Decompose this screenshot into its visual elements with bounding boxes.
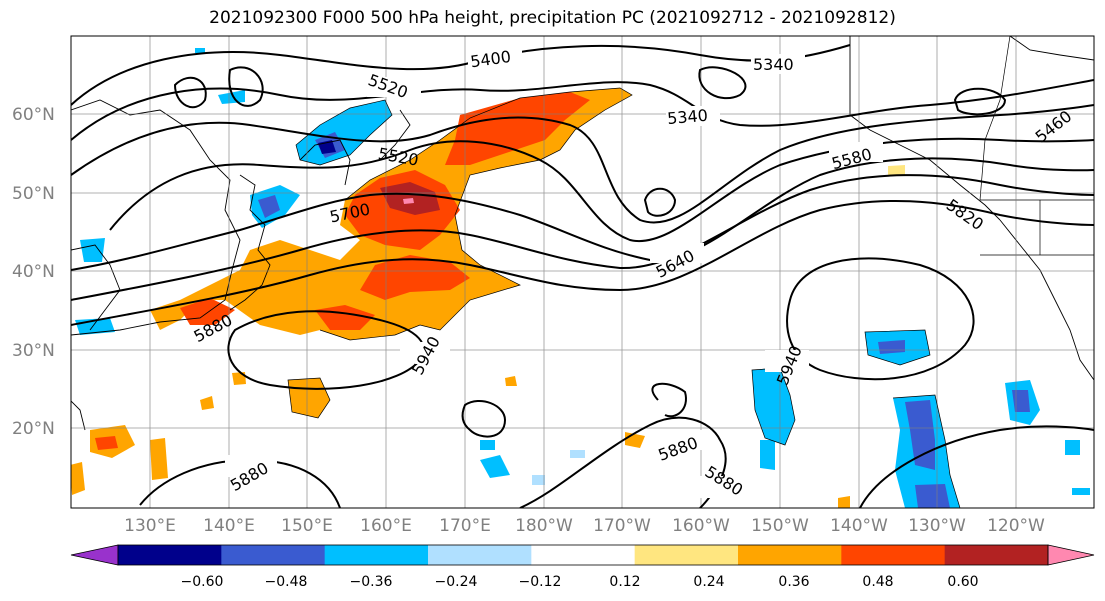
colorbar-tick-label: 0.60 — [947, 574, 978, 590]
colorbar-tick-label: 0.12 — [609, 574, 640, 590]
longitude-labels: 130°E 140°E 150°E 160°E 170°E 180°W 170°… — [124, 516, 1045, 536]
lon-label: 150°W — [751, 516, 809, 536]
colorbar-tick-label: −0.48 — [265, 574, 308, 590]
colorbar-cell — [841, 545, 946, 565]
colorbar-tick-label: 0.36 — [778, 574, 809, 590]
colorbar-lower-extend — [70, 544, 119, 566]
lat-label: 60°N — [12, 105, 55, 125]
precip-negative-shading — [75, 48, 1090, 508]
colorbar-cell — [531, 545, 636, 565]
lon-label: 150°E — [281, 516, 333, 536]
colorbar-tick-label: 0.24 — [693, 574, 724, 590]
lon-label: 160°W — [672, 516, 730, 536]
map-frame — [70, 35, 1095, 509]
colorbar-upper-extend — [1047, 544, 1095, 566]
thin-contours — [287, 87, 961, 508]
colorbar-cells — [118, 545, 1049, 565]
lat-label: 20°N — [12, 419, 55, 439]
map-title: 2021092300 F000 500 hPa height, precipit… — [209, 8, 896, 28]
colorbar-tick-label: −0.60 — [181, 574, 224, 590]
colorbar-cell — [118, 545, 222, 565]
lat-label: 30°N — [12, 341, 55, 361]
colorbar-tick-label: −0.12 — [519, 574, 562, 590]
lon-label: 160°E — [360, 516, 412, 536]
lon-label: 140°W — [830, 516, 888, 536]
colorbar-cell — [634, 545, 739, 565]
lon-label: 140°E — [203, 516, 255, 536]
height-contours — [71, 44, 1094, 508]
political-borders — [979, 36, 1094, 256]
colorbar-cell — [944, 545, 1049, 565]
colorbar-cell — [428, 545, 532, 565]
colorbar-cell — [738, 545, 842, 565]
contour-label: 5340 — [753, 55, 794, 74]
colorbar-tick-label: 0.48 — [862, 574, 893, 590]
lon-label: 130°W — [908, 516, 966, 536]
lon-label: 170°W — [593, 516, 651, 536]
colorbar-cell — [221, 545, 326, 565]
contour-label: 5340 — [666, 106, 708, 128]
lon-label: 180°W — [515, 516, 573, 536]
colorbar-tick-label: −0.36 — [350, 574, 393, 590]
colorbar: −0.60 −0.48 −0.36 −0.24 −0.12 0.12 0.24 … — [70, 544, 1095, 590]
lat-label: 40°N — [12, 262, 55, 282]
lon-label: 120°W — [987, 516, 1045, 536]
precip-positive-shading — [71, 88, 905, 508]
lat-label: 50°N — [12, 184, 55, 204]
lon-label: 130°E — [124, 516, 176, 536]
latitude-labels: 60°N 50°N 40°N 30°N 20°N — [12, 105, 55, 439]
colorbar-tick-label: −0.24 — [435, 574, 478, 590]
colorbar-outline — [117, 544, 1049, 566]
lon-label: 170°E — [439, 516, 491, 536]
coastlines — [71, 36, 1094, 431]
colorbar-cell — [324, 545, 429, 565]
colorbar-ticks: −0.60 −0.48 −0.36 −0.24 −0.12 0.12 0.24 … — [181, 574, 979, 590]
